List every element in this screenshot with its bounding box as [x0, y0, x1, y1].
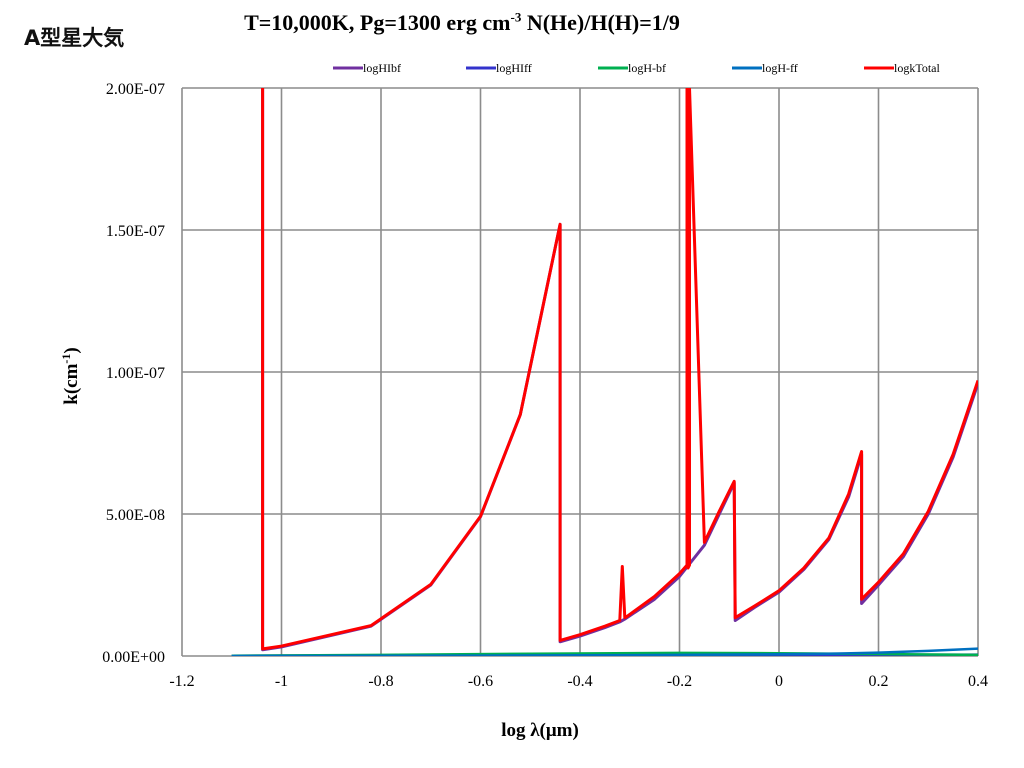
y-axis-title-close: )	[61, 347, 82, 353]
y-tick-label: 2.00E-07	[106, 81, 165, 98]
corner-label: A型星大気	[24, 26, 125, 50]
series-line-logHIbf	[261, 88, 978, 652]
x-tick-label: 0.4	[968, 673, 988, 690]
chart-title-exponent: -3	[510, 9, 522, 25]
x-tick-label: -0.6	[468, 673, 493, 690]
x-tick-label: -0.2	[667, 673, 692, 690]
y-axis-title: k(cm-1)	[59, 347, 82, 404]
legend-label-logH-ff: logH-ff	[762, 61, 798, 75]
chart-title-rest: N(He)/H(H)=1/9	[521, 10, 680, 35]
x-tick-label: -0.4	[567, 673, 592, 690]
y-tick-label: 1.50E-07	[106, 223, 165, 240]
chart-title-main: T=10,000K, Pg=1300 erg cm	[244, 10, 511, 35]
y-tick-label: 0.00E+00	[102, 649, 165, 666]
x-tick-label: -0.8	[368, 673, 393, 690]
series-line-logH-ff	[231, 647, 978, 656]
x-tick-label: -1.2	[169, 673, 194, 690]
series-line-logkTotal	[261, 88, 978, 651]
y-tick-label: 5.00E-08	[106, 507, 165, 524]
legend-label-logHIff: logHIff	[496, 61, 532, 75]
x-axis-title: log λ(μm)	[501, 720, 579, 741]
x-tick-label: -1	[275, 673, 288, 690]
y-tick-label: 1.00E-07	[106, 365, 165, 382]
legend-label-logH-bf: logH-bf	[628, 61, 666, 75]
x-tick-label: 0.2	[869, 673, 889, 690]
x-tick-label: 0	[775, 673, 783, 690]
legend-label-logHIbf: logHIbf	[363, 61, 401, 75]
chart-title: T=10,000K, Pg=1300 erg cm-3 N(He)/H(H)=1…	[0, 10, 1024, 36]
y-axis-title-main: k(cm	[61, 363, 82, 404]
y-axis-title-exponent: -1	[59, 354, 73, 364]
legend-label-logkTotal: logkTotal	[894, 61, 940, 75]
